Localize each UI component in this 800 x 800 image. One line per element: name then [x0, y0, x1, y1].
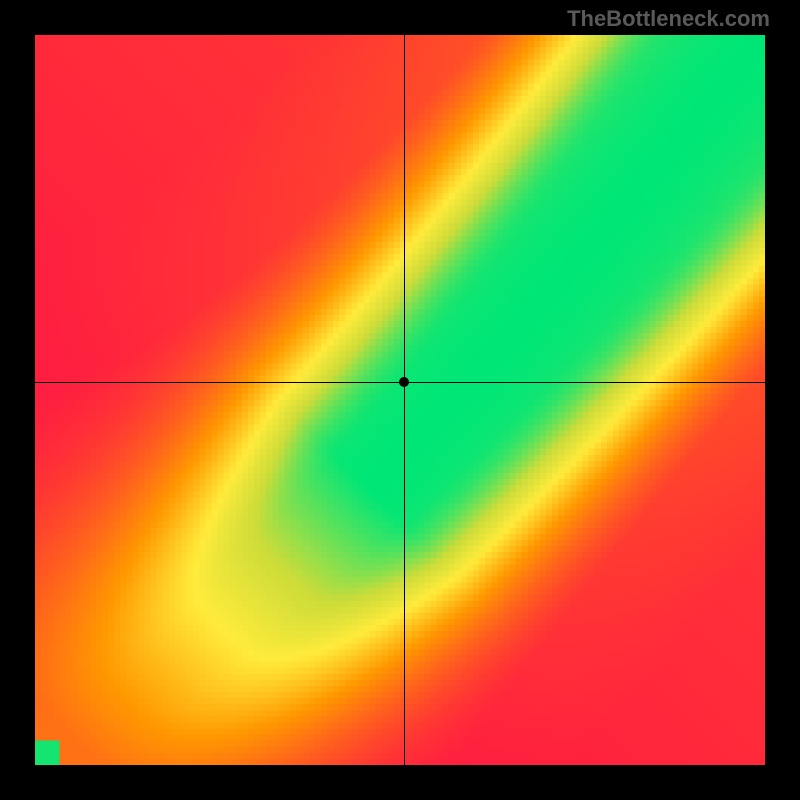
crosshair-vertical [404, 35, 405, 765]
heatmap-canvas [35, 35, 765, 765]
chart-area [35, 35, 765, 765]
watermark-text: TheBottleneck.com [567, 6, 770, 32]
marker-dot [399, 377, 409, 387]
